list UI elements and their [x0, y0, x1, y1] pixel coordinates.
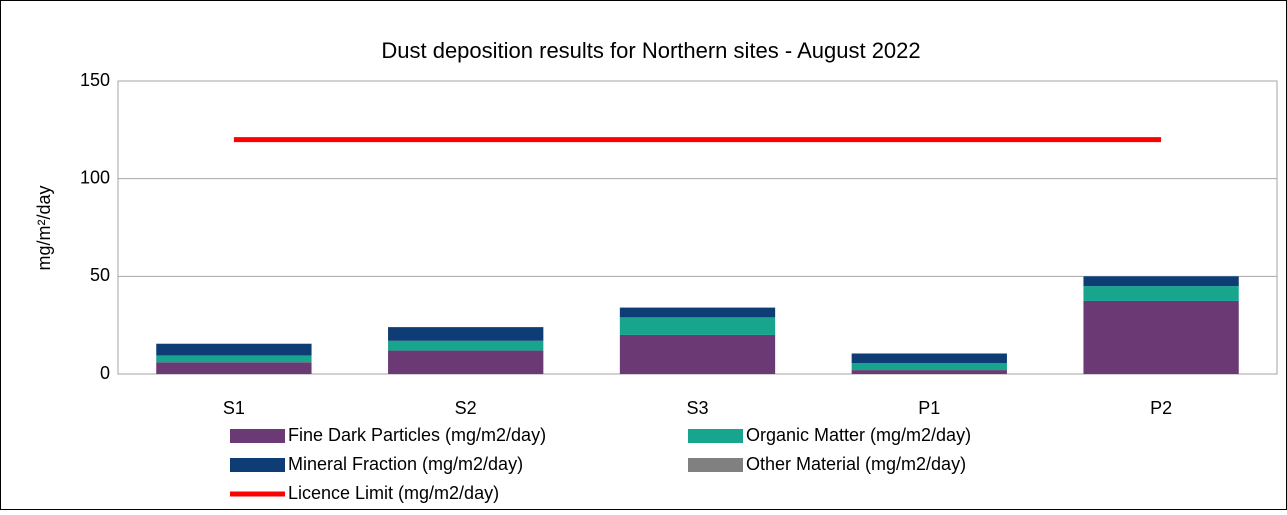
- y-tick-label: 0: [100, 363, 110, 383]
- bar-segment: [619, 317, 776, 335]
- y-tick-label: 100: [80, 167, 110, 187]
- y-tick-label: 50: [90, 265, 110, 285]
- bar-segment: [388, 350, 544, 374]
- x-tick-label: P2: [1150, 398, 1172, 418]
- bar-segment: [851, 353, 1007, 364]
- legend-label: Mineral Fraction (mg/m2/day): [288, 454, 523, 474]
- bar-segment: [1083, 286, 1239, 301]
- bar-segment: [156, 343, 312, 356]
- legend-label: Organic Matter (mg/m2/day): [746, 425, 971, 445]
- bar-segment: [388, 340, 544, 351]
- bar-segment: [156, 362, 312, 374]
- bar-segment: [1083, 276, 1239, 287]
- bar-segment: [388, 327, 544, 341]
- legend-label: Fine Dark Particles (mg/m2/day): [288, 425, 546, 445]
- x-tick-label: S1: [223, 398, 245, 418]
- x-tick-label: P1: [918, 398, 940, 418]
- bar-segment: [1083, 300, 1239, 374]
- x-tick-label: S2: [455, 398, 477, 418]
- bar-segment: [619, 307, 776, 318]
- legend-swatch: [230, 458, 285, 472]
- bar-segment: [851, 363, 1007, 371]
- bar-segment: [619, 334, 776, 374]
- legend-swatch: [688, 429, 743, 443]
- y-tick-label: 150: [80, 70, 110, 90]
- y-axis-label: mg/m²/day: [34, 185, 54, 270]
- x-tick-label: S3: [686, 398, 708, 418]
- bar-segment: [851, 370, 1007, 374]
- legend-label: Other Material (mg/m2/day): [746, 454, 966, 474]
- legend-swatch: [688, 458, 743, 472]
- chart-title: Dust deposition results for Northern sit…: [381, 38, 920, 63]
- bar-segment: [156, 355, 312, 363]
- legend-swatch: [230, 429, 285, 443]
- legend-label: Licence Limit (mg/m2/day): [288, 483, 499, 503]
